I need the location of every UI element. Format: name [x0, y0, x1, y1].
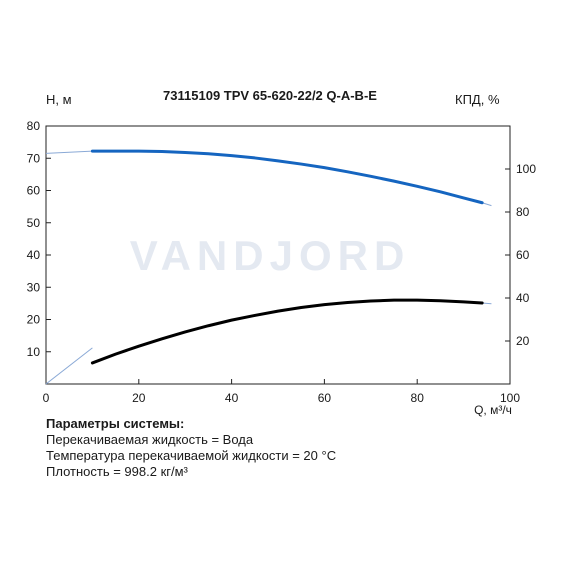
x-tick-label: 100 — [500, 391, 520, 405]
head-extension-end — [482, 202, 492, 207]
x-axis-label: Q, м³/ч — [474, 403, 512, 417]
x-tick-label: 20 — [132, 391, 146, 405]
x-tick-label: 80 — [411, 391, 425, 405]
efficiency-curve — [90, 298, 484, 365]
efficiency-extension-start — [45, 347, 93, 385]
y-left-tick-label: 40 — [27, 248, 41, 262]
y-left-axis-label: H, м — [46, 92, 72, 107]
y-left-tick-label: 70 — [27, 151, 41, 165]
param-temperature: Температура перекачиваемой жидкости = 20… — [46, 448, 337, 463]
x-tick-label: 0 — [43, 391, 50, 405]
y-right-tick-label: 80 — [516, 205, 530, 219]
efficiency-extension-end — [482, 302, 492, 305]
head-extension-start — [45, 150, 93, 154]
head-curve — [90, 149, 484, 205]
y-left-tick-label: 20 — [27, 313, 41, 327]
param-density: Плотность = 998.2 кг/м³ — [46, 464, 188, 479]
x-tick-label: 40 — [225, 391, 239, 405]
curves — [45, 149, 492, 385]
y-left-tick-label: 60 — [27, 184, 41, 198]
x-tick-label: 60 — [318, 391, 332, 405]
watermark-logo: VANDJORD — [130, 232, 411, 279]
y-left-tick-label: 50 — [27, 216, 41, 230]
y-left-tick-label: 10 — [27, 345, 41, 359]
y-right-tick-label: 60 — [516, 248, 530, 262]
y-left-tick-label: 80 — [27, 119, 41, 133]
y-right-tick-label: 100 — [516, 162, 536, 176]
axis-ticks: 0 20 40 60 80 100 10 20 30 40 50 60 70 80 20 40 60 80 100 — [27, 119, 537, 405]
y-left-tick-label: 30 — [27, 280, 41, 294]
y-right-tick-label: 20 — [516, 334, 530, 348]
chart-title: 73115109 TPV 65-620-22/2 Q-A-B-E — [163, 88, 377, 103]
system-parameters: Параметры системы: Перекачиваемая жидкос… — [46, 416, 336, 480]
y-right-axis-label: КПД, % — [455, 92, 500, 107]
params-header: Параметры системы: — [46, 416, 185, 431]
y-right-tick-label: 40 — [516, 291, 530, 305]
param-fluid: Перекачиваемая жидкость = Вода — [46, 432, 254, 447]
